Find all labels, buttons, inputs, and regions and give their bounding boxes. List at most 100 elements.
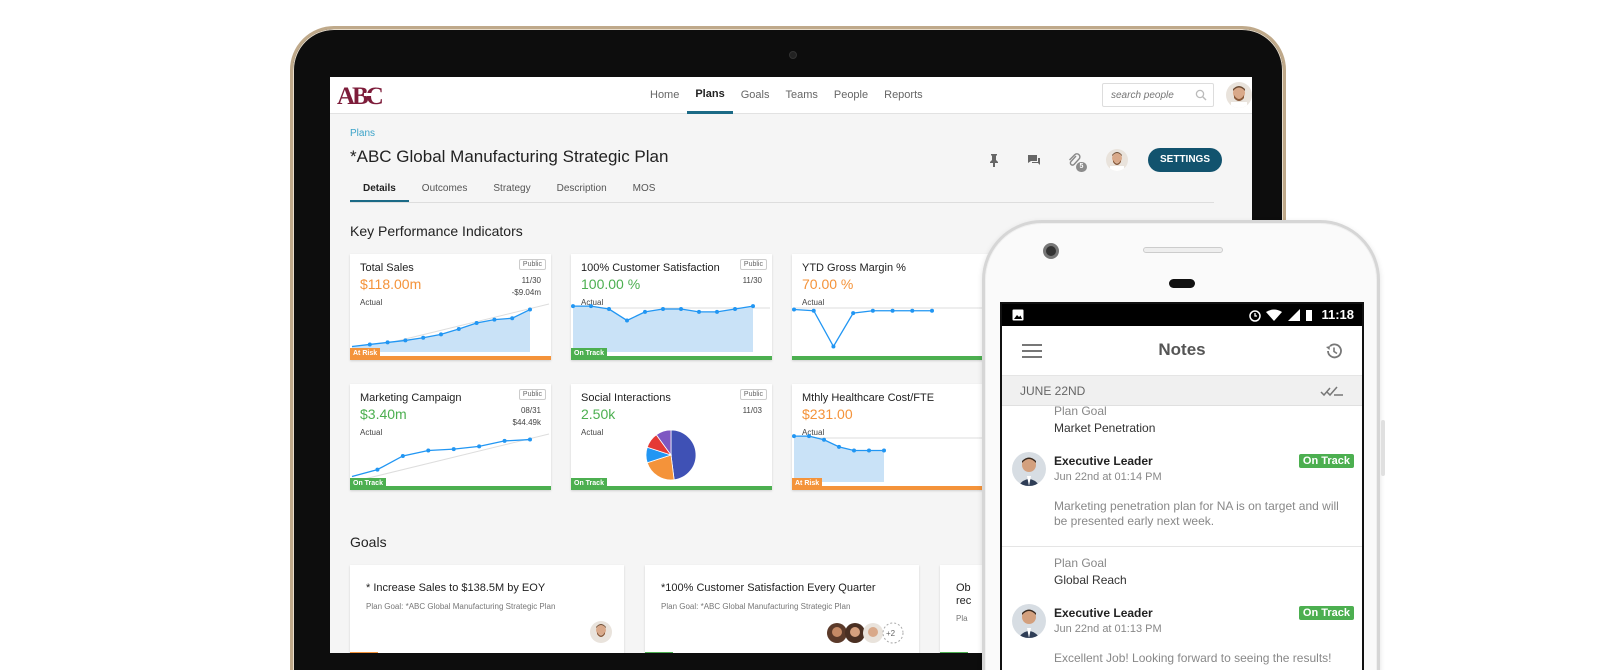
abc-logo[interactable]: ABC <box>336 81 392 109</box>
nav-teams[interactable]: Teams <box>785 89 818 101</box>
note-goal-name[interactable]: Global Reach <box>1054 573 1127 587</box>
kpi-status-bar <box>350 486 551 490</box>
kpi-point <box>697 309 701 314</box>
kpi-chart <box>792 434 991 482</box>
kpi-actual-label: Actual <box>581 428 604 437</box>
kpi-chart <box>645 429 697 481</box>
kpi-card[interactable]: 100% Customer Satisfaction 100.00 % Actual… <box>571 254 772 360</box>
kpi-status-bar <box>792 486 993 490</box>
tab-description[interactable]: Description <box>556 183 607 194</box>
mark-all-read-icon[interactable] <box>1320 384 1344 398</box>
kpi-value: $118.00m <box>360 276 422 292</box>
nav-home[interactable]: Home <box>650 89 680 101</box>
goal-card[interactable]: *100% Customer Satisfaction Every Quarte… <box>645 565 919 653</box>
notes-toolbar: Notes <box>1002 326 1362 376</box>
kpi-area <box>352 309 530 352</box>
pie-slice <box>670 429 697 481</box>
breadcrumb[interactable]: Plans <box>350 128 376 139</box>
kpi-card[interactable]: YTD Gross Margin %70.00 %Actual070.1 <box>792 254 997 360</box>
settings-button[interactable]: SETTINGS <box>1148 148 1223 172</box>
kpi-delta: -$9.04m <box>511 288 541 297</box>
note-divider <box>1002 546 1362 547</box>
kpi-point <box>811 308 816 313</box>
notes-title: Notes <box>1158 340 1206 359</box>
tab-details[interactable]: Details <box>350 177 409 202</box>
kpi-point <box>421 335 426 340</box>
note-goal-name[interactable]: Market Penetration <box>1054 421 1156 435</box>
goal-owner-avatar[interactable] <box>590 621 612 643</box>
tab-mos[interactable]: MOS <box>632 183 656 194</box>
kpi-status-label: On Track <box>571 478 607 490</box>
kpi-card[interactable]: Marketing Campaign $3.40m Actual Public 08/3… <box>350 384 551 490</box>
goal-title: * Increase Sales to $138.5M by EOY <box>366 582 546 594</box>
nav-goals[interactable]: Goals <box>740 89 770 101</box>
nav-reports[interactable]: Reports <box>884 89 923 101</box>
kpi-point <box>679 307 683 312</box>
note-text: Excellent Job! Looking forward to seeing… <box>1054 651 1332 665</box>
kpi-point <box>492 317 497 322</box>
kpi-status-label: On Track <box>571 348 607 360</box>
kpi-point <box>930 308 934 313</box>
goal-team-avatars[interactable] <box>825 621 915 645</box>
tab-strategy[interactable]: Strategy <box>493 183 531 194</box>
kpi-title: 100% Customer Satisfaction <box>581 262 720 274</box>
attachments-button[interactable]: 5 <box>1066 152 1087 172</box>
menu-icon[interactable] <box>1022 343 1042 359</box>
owner-avatar[interactable] <box>1106 149 1128 171</box>
kpi-chart <box>351 303 550 353</box>
comments-icon[interactable] <box>1026 152 1042 168</box>
kpi-title: Total Sales <box>360 262 414 274</box>
kpi-title: Mthly Healthcare Cost/FTE <box>802 392 935 404</box>
tablet-camera <box>789 51 797 59</box>
kpi-date: 11/30 <box>742 276 762 285</box>
kpi-value: 70.00 % <box>802 276 854 292</box>
kpi-section-title: Key Performance Indicators <box>350 223 523 239</box>
tab-outcomes[interactable]: Outcomes <box>421 183 468 194</box>
goal-card[interactable]: * Increase Sales to $138.5M by EOY Plan … <box>350 565 624 653</box>
kpi-title: Marketing Campaign <box>360 392 462 404</box>
kpi-public-badge: Public <box>518 389 546 400</box>
note-author-avatar-image <box>1012 452 1046 486</box>
kpi-status-label: At Risk <box>350 348 381 360</box>
pie-slice <box>646 454 675 481</box>
goal-status-bar <box>350 652 378 653</box>
kpi-point <box>385 340 390 345</box>
kpi-area <box>573 306 753 352</box>
kpi-point <box>831 344 836 349</box>
search-input[interactable] <box>1103 84 1193 106</box>
search-icon[interactable] <box>1195 89 1207 101</box>
kpi-point <box>439 332 443 337</box>
kpi-point <box>456 327 461 332</box>
kpi-chart <box>792 307 991 349</box>
kpi-value: 100.00 % <box>581 276 641 292</box>
note-timestamp: Jun 22nd at 01:14 PM <box>1054 471 1162 483</box>
pin-icon[interactable] <box>986 152 1002 168</box>
nav-people[interactable]: People <box>833 89 869 101</box>
note-author: Executive Leader <box>1054 454 1153 468</box>
target-line <box>351 433 550 483</box>
kpi-point <box>792 434 796 439</box>
note-goal-label: Plan Goal <box>1054 556 1107 570</box>
kpi-point <box>661 307 665 312</box>
date-header: JUNE 22ND <box>1002 376 1362 406</box>
kpi-point <box>792 307 796 312</box>
kpi-card[interactable]: Social Interactions 2.50k Actual Public 11/0… <box>571 384 772 490</box>
goal-title: *100% Customer Satisfaction Every Quarte… <box>661 582 876 594</box>
svg-text:ABC: ABC <box>337 83 383 109</box>
kpi-point <box>510 316 515 321</box>
kpi-value: $3.40m <box>360 406 407 422</box>
kpi-point <box>867 448 871 453</box>
kpi-point <box>400 453 405 458</box>
phone-sensor <box>1169 279 1195 288</box>
app-header: ABC Home Plans Goals Teams People Report… <box>330 77 1252 114</box>
kpi-card[interactable]: Mthly Healthcare Cost/FTE$231.00Actual06… <box>792 384 997 490</box>
kpi-actual-label: Actual <box>360 298 383 307</box>
kpi-card[interactable]: Total Sales $118.00m Actual Public 11/30 -$9.… <box>350 254 551 360</box>
note-author-avatar[interactable] <box>1012 452 1046 486</box>
kpi-actual-label: Actual <box>581 298 604 307</box>
user-avatar[interactable] <box>1226 82 1252 108</box>
nav-plans[interactable]: Plans <box>687 77 733 114</box>
history-icon[interactable] <box>1324 341 1344 361</box>
note-author-avatar[interactable] <box>1012 604 1046 638</box>
